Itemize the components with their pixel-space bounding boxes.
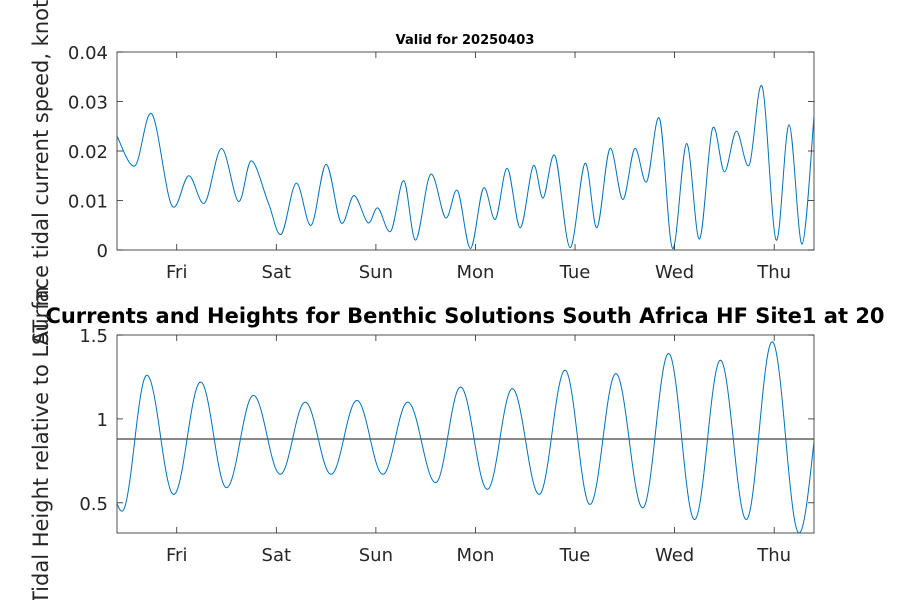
x-tick-label: Sat (262, 545, 292, 566)
speed-series-line (116, 84, 815, 250)
speed-ticks: 0 0.01 0.02 0.03 0.04 Fri Sat Sun Mon Tue Wed Thu (68, 43, 814, 283)
y-tick-label: 1 (97, 410, 108, 431)
height-chart-title: Currents and Heights for Benthic Solutio… (45, 304, 884, 328)
x-tick-label: Sat (262, 262, 292, 283)
height-ticks: 0.5 1 1.5 Fri Sat Sun Mon Tue Wed Thu (79, 326, 814, 566)
x-tick-label: Sun (359, 262, 393, 283)
y-tick-label: 1.5 (79, 326, 108, 347)
height-series-line (116, 341, 815, 534)
x-tick-label: Tue (559, 545, 591, 566)
height-y-axis-label: Tidal Height relative to LAT, m (29, 286, 53, 600)
x-tick-label: Mon (456, 545, 494, 566)
x-tick-label: Wed (655, 545, 694, 566)
speed-chart-title: Valid for 20250403 (396, 33, 535, 48)
speed-y-axis-label: Surface tidal current speed, knots (29, 0, 53, 345)
x-tick-label: Wed (655, 262, 694, 283)
y-tick-label: 0 (97, 241, 108, 262)
y-tick-label: 0.02 (68, 142, 108, 163)
x-tick-label: Mon (456, 262, 494, 283)
x-tick-label: Thu (756, 545, 791, 566)
speed-panel: 0 0.01 0.02 0.03 0.04 Fri Sat Sun Mon Tue Wed Thu V… (68, 33, 815, 283)
speed-plot-area (116, 51, 815, 251)
y-tick-label: 0.5 (79, 494, 108, 515)
x-tick-label: Thu (756, 262, 791, 283)
y-tick-label: 0.01 (68, 192, 108, 213)
x-tick-label: Fri (166, 545, 187, 566)
x-tick-label: Tue (559, 262, 591, 283)
x-tick-label: Fri (166, 262, 187, 283)
x-tick-label: Sun (359, 545, 393, 566)
height-panel: 0.5 1 1.5 Fri Sat Sun Mon Tue Wed Thu Currents an… (45, 304, 884, 566)
y-tick-label: 0.04 (68, 43, 108, 64)
y-tick-label: 0.03 (68, 93, 108, 114)
height-plot-area (116, 334, 815, 534)
